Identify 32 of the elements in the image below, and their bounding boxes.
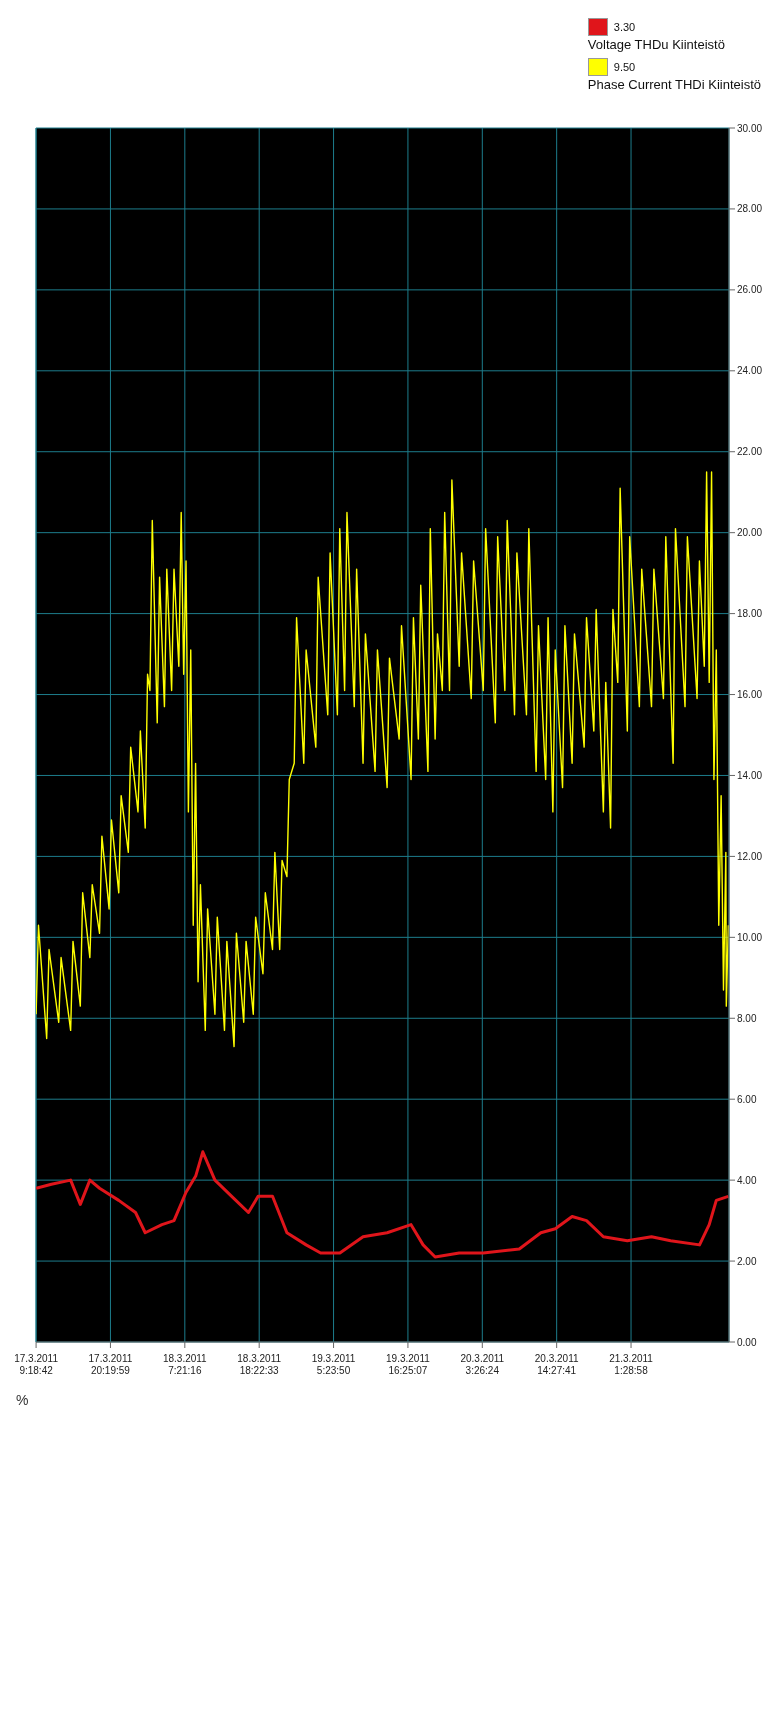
- y-tick-label: 2.00: [737, 1255, 757, 1267]
- y-tick-label: 16.00: [737, 689, 763, 701]
- y-tick-label: 24.00: [737, 365, 763, 377]
- y-tick-label: 28.00: [737, 203, 763, 215]
- x-tick-label: 19.3.2011 5:23:50: [311, 1353, 356, 1376]
- x-tick-label: 17.3.2011 20:19:59: [88, 1353, 133, 1376]
- y-tick-label: 30.00: [737, 122, 763, 134]
- y-tick-label: 22.00: [737, 446, 763, 458]
- line-series: [36, 1150, 729, 1259]
- y-tick-label: 14.00: [737, 770, 763, 782]
- x-tick-label: 18.3.2011 18:22:33: [237, 1353, 282, 1376]
- x-tick-label: 18.3.2011 7:21:16: [162, 1353, 208, 1376]
- y-tick-label: 8.00: [737, 1012, 757, 1024]
- text: 3.30: [613, 20, 636, 35]
- y-tick-label: 4.00: [737, 1174, 757, 1186]
- y-tick-label: 0.00: [737, 1336, 757, 1348]
- y-tick-label: 10.00: [737, 931, 763, 943]
- text: 9.50: [613, 60, 636, 75]
- x-tick-label: 19.3.2011 16:25:07: [386, 1353, 431, 1376]
- y-tick-label: 26.00: [737, 284, 763, 296]
- y-tick-label: 6.00: [737, 1093, 757, 1105]
- line-series: [36, 471, 729, 1048]
- y-tick-label: 12.00: [737, 850, 763, 862]
- legend-label: Phase Current THDi Kiinteistö: [587, 76, 761, 94]
- x-tick-label: 17.3.2011 9:18:42: [14, 1353, 59, 1376]
- x-tick-label: 20.3.2011 3:26:24: [460, 1353, 505, 1376]
- y-tick-label: 20.00: [737, 527, 763, 539]
- x-tick-label: 20.3.2011 14:27:41: [534, 1353, 579, 1376]
- y-axis-title: %: [16, 1392, 29, 1408]
- legend-label: Voltage THDu Kiinteistö: [587, 36, 726, 54]
- y-tick-label: 18.00: [737, 608, 763, 620]
- x-tick-label: 21.3.2011 1:28:58: [609, 1353, 654, 1376]
